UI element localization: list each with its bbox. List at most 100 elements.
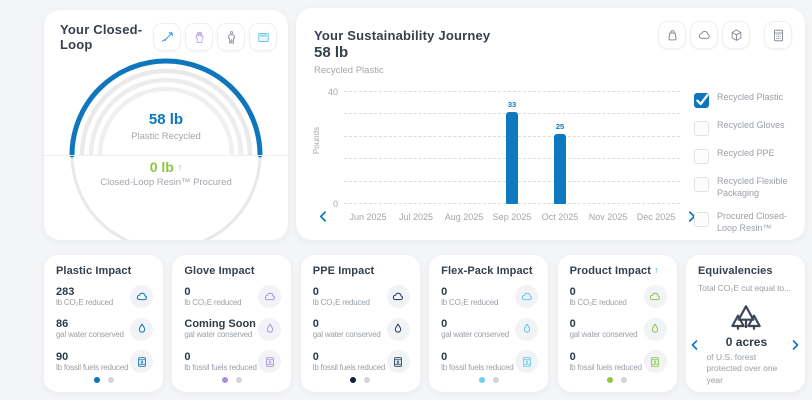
metric-lb-co-e-reduced: 0 lb CO₂E reduced (570, 284, 667, 310)
metric-label: lb fossil fuels reduced (312, 362, 386, 372)
equivalencies-value: 0 acres (725, 335, 768, 349)
page-dot-2[interactable] (107, 377, 114, 383)
metric-lb-co-e-reduced: 283 lb CO₂E reduced (56, 284, 153, 310)
journey-header: Your Sustainability Journey (296, 8, 805, 48)
ppe-impact-card: PPE Impact 0 lb CO₂E reduced 0 gal water con… (300, 255, 420, 392)
unchecked-checkbox[interactable] (694, 212, 709, 228)
page-dot-2[interactable] (235, 377, 242, 383)
metric-lb-co-e-reduced: 0 lb CO₂E reduced (313, 284, 410, 310)
metric-value: 0 (441, 350, 448, 363)
metric-value: 0 (441, 318, 448, 330)
closed-loop-card: Your Closed-Loop 58 lb Plastic Recycled … (44, 10, 288, 240)
metric-value: Coming Soon (184, 318, 256, 330)
droplet-icon (643, 317, 667, 341)
metric-gal-water-conserved: Coming Soon gal water conserved (184, 316, 282, 342)
page-dot-2[interactable] (364, 377, 371, 383)
closed-loop-gauge (69, 58, 263, 240)
journey-toolbar (659, 22, 791, 48)
metric-value: 0 (569, 350, 576, 363)
metric-label: lb fossil fuels reduced (569, 362, 643, 372)
product-impact-card: Product Impact ↑ 0 lb CO₂E reduced 0 gal wate… (557, 255, 677, 392)
barrel-icon (386, 350, 410, 373)
up-arrow-icon: ↑ (654, 265, 659, 275)
equivalencies-description: of U.S. forest protected over one year (706, 352, 778, 385)
metric-value: 86 (56, 318, 69, 330)
metric-value: 0 (312, 350, 319, 363)
plastic-recycled-label: Plastic Recycled (131, 131, 201, 142)
page-dot-2[interactable] (621, 377, 628, 383)
legend-item-recycled-ppe[interactable]: Recycled PPE (694, 148, 798, 164)
metric-value: 90 (56, 350, 69, 363)
cloud-icon (643, 285, 667, 308)
legend-label: Procured Closed-Loop Resin™ (717, 211, 788, 234)
recycled-plastic-bar-chart: Pounds 0 40 33 25 Jun 2025 Jul 2025 Aug 2025 S… (312, 84, 695, 230)
page-dot-1[interactable] (221, 377, 228, 383)
legend-item-recycled-flexible-packaging[interactable]: Recycled Flexible Packaging (694, 176, 798, 199)
checked-checkbox[interactable] (694, 93, 709, 108)
ppe-impact-title: PPE Impact (312, 265, 375, 277)
bar-oct-2025[interactable] (554, 134, 566, 204)
legend-item-procured-closed-loop-resin[interactable]: Procured Closed-Loop Resin™ (694, 211, 798, 234)
legend-item-recycled-plastic[interactable]: Recycled Plastic (694, 92, 798, 108)
journey-title: Your Sustainability Journey (314, 27, 491, 43)
closed-loop-title: Your Closed-Loop (60, 22, 143, 52)
x-axis: Jun 2025 Jul 2025 Aug 2025 Sep 2025 Oct 2025… (344, 212, 680, 226)
equivalencies-prev-button[interactable] (689, 339, 702, 352)
bar-sep-2025[interactable] (506, 111, 518, 204)
impact-cards-row: Plastic Impact 283 lb CO₂E reduced 86 gal wa… (44, 255, 805, 392)
plot-area: 0 40 33 25 (328, 87, 680, 209)
cloud-icon (258, 285, 282, 308)
bar-value-sep-2025: 33 (507, 99, 517, 109)
unchecked-checkbox[interactable] (694, 177, 709, 192)
metric-lb-fossil-fuels-reduced: 0 lb fossil fuels reduced (184, 349, 282, 375)
metric-label: lb CO₂E reduced (569, 297, 627, 307)
tray-icon[interactable] (250, 24, 276, 50)
metric-label: gal water conserved (56, 330, 124, 339)
page-dot-1[interactable] (350, 377, 357, 383)
unchecked-checkbox[interactable] (694, 121, 709, 136)
metric-value: 0 (184, 350, 191, 363)
droplet-icon (258, 317, 282, 341)
cube-icon[interactable] (723, 22, 749, 48)
metric-label: gal water conserved (441, 330, 509, 339)
chart-prev-button[interactable] (316, 210, 330, 224)
closed-loop-header: Your Closed-Loop (44, 10, 288, 52)
cloud-icon[interactable] (691, 22, 717, 48)
cloud-icon (130, 285, 153, 308)
metric-value: 0 (312, 285, 319, 298)
gown-icon[interactable] (218, 24, 244, 50)
weight-icon[interactable] (659, 22, 685, 48)
unchecked-checkbox[interactable] (694, 149, 709, 164)
glove-impact-title: Glove Impact (184, 265, 255, 277)
equivalencies-title: Equivalencies (697, 265, 773, 277)
page-dot-1[interactable] (93, 377, 100, 383)
metric-label: lb CO₂E reduced (184, 297, 242, 307)
metric-value: 0 (441, 285, 448, 298)
equivalencies-card: Equivalencies Total CO₂E cut equal to...… (685, 255, 805, 392)
legend-item-recycled-gloves[interactable]: Recycled Gloves (694, 120, 798, 136)
flex-pack-impact-card: Flex-Pack Impact 0 lb CO₂E reduced 0 gal wat… (429, 255, 549, 392)
metric-label: lb CO₂E reduced (441, 297, 499, 307)
metric-label: lb fossil fuels reduced (441, 362, 514, 372)
chart-next-button[interactable] (684, 210, 698, 224)
x-tick-oct-2025: Oct 2025 (541, 212, 579, 222)
page-dot-1[interactable] (478, 377, 485, 383)
metric-value: 0 (569, 318, 576, 330)
glove-icon[interactable] (186, 24, 212, 50)
calculator-icon[interactable] (765, 22, 791, 48)
metric-lb-co-e-reduced: 0 lb CO₂E reduced (441, 284, 539, 310)
x-tick-aug-2025: Aug 2025 (444, 212, 484, 222)
metric-label: gal water conserved (312, 330, 381, 339)
equivalencies-next-button[interactable] (789, 339, 802, 352)
page-dot-2[interactable] (492, 377, 499, 383)
metric-lb-fossil-fuels-reduced: 0 lb fossil fuels reduced (313, 349, 410, 375)
product-impact-title: Product Impact ↑ (569, 265, 659, 277)
metric-label: lb fossil fuels reduced (56, 362, 129, 372)
resin-procured-label: Closed-Loop Resin™ Procured (100, 177, 232, 188)
pipette-icon[interactable] (154, 24, 180, 50)
y-axis-label: Pounds (312, 126, 322, 155)
metric-label: lb fossil fuels reduced (184, 362, 257, 372)
x-tick-jul-2025: Jul 2025 (398, 212, 434, 222)
metric-gal-water-conserved: 0 gal water conserved (313, 316, 410, 342)
page-dot-1[interactable] (607, 377, 614, 383)
